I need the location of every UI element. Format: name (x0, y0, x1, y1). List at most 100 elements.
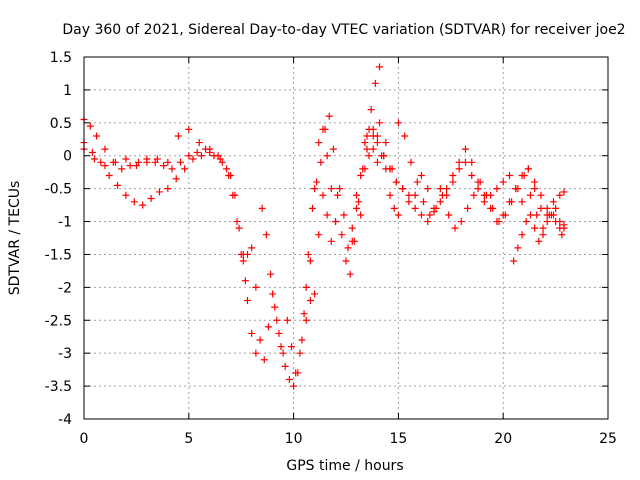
data-point (111, 158, 119, 166)
series-trace-c (80, 125, 235, 179)
data-point (241, 277, 249, 285)
plot-border (83, 56, 609, 420)
axis-ticks: 0 5 10 15 20 25 1.5 1 0.5 0 -0.5 -1 -1.5 -2 -2.5 -3 -3.5… (45, 50, 617, 447)
data-point (243, 297, 251, 305)
data-point (185, 152, 193, 160)
data-point (168, 165, 176, 173)
data-point (155, 188, 163, 196)
data-point (90, 155, 98, 163)
data-point (352, 204, 360, 212)
chart-title: Day 360 of 2021, Sidereal Day-to-day VTE… (62, 22, 625, 38)
data-point (436, 185, 444, 193)
y-tick-label: -2.5 (45, 313, 72, 329)
data-point (526, 191, 534, 199)
data-point (499, 178, 507, 186)
data-point (505, 171, 513, 179)
data-point (97, 158, 105, 166)
data-point (321, 125, 329, 133)
x-tick-label: 5 (184, 431, 193, 447)
data-point (317, 158, 325, 166)
data-point (556, 191, 564, 199)
data-point (176, 158, 184, 166)
data-point (405, 191, 413, 199)
data-point (143, 158, 151, 166)
data-point (535, 237, 543, 245)
data-point (306, 297, 314, 305)
data-point (139, 201, 147, 209)
data-point (334, 191, 342, 199)
data-point (443, 185, 451, 193)
data-point (543, 218, 551, 226)
data-point (464, 204, 472, 212)
data-point (195, 139, 203, 147)
data-point (537, 191, 545, 199)
data-point (417, 171, 425, 179)
data-point (376, 63, 384, 71)
data-point (382, 139, 390, 147)
data-point (524, 165, 532, 173)
data-point (229, 191, 237, 199)
data-point (290, 382, 298, 390)
data-point (122, 191, 130, 199)
data-point (367, 106, 375, 114)
data-point (271, 303, 279, 311)
y-tick-label: -4 (58, 412, 72, 428)
data-point (262, 231, 270, 239)
data-point (495, 218, 503, 226)
data-point (407, 158, 415, 166)
data-point (365, 125, 373, 133)
data-point (153, 155, 161, 163)
data-point (315, 231, 323, 239)
data-point (424, 218, 432, 226)
data-point (386, 191, 394, 199)
data-point (363, 145, 371, 153)
data-point (394, 119, 402, 127)
data-point (411, 191, 419, 199)
data-point (304, 250, 312, 258)
data-point (296, 349, 304, 357)
data-point (468, 171, 476, 179)
data-point (243, 250, 251, 258)
data-series (80, 63, 568, 390)
y-tick-label: 1 (63, 83, 72, 99)
data-point (531, 178, 539, 186)
data-point (279, 349, 287, 357)
data-point (88, 148, 96, 156)
data-point (520, 171, 528, 179)
data-point (388, 165, 396, 173)
y-axis-title: SDTVAR / TECUs (7, 181, 23, 296)
data-point (531, 224, 539, 232)
data-point (336, 185, 344, 193)
data-point (306, 257, 314, 265)
series-trace-j (510, 211, 568, 265)
data-point (357, 211, 365, 219)
data-point (361, 139, 369, 147)
data-point (327, 237, 335, 245)
data-point (164, 158, 172, 166)
data-point (223, 165, 231, 173)
data-point (474, 185, 482, 193)
data-point (332, 218, 340, 226)
data-point (522, 218, 530, 226)
data-point (461, 145, 469, 153)
data-point (164, 185, 172, 193)
data-point (436, 198, 444, 206)
data-point (413, 178, 421, 186)
data-point (302, 316, 310, 324)
data-point (256, 336, 264, 344)
data-point (558, 231, 566, 239)
data-point (114, 181, 122, 189)
data-point (252, 283, 260, 291)
data-point (455, 165, 463, 173)
data-point (518, 198, 526, 206)
data-point (352, 191, 360, 199)
data-point (401, 132, 409, 140)
data-point (518, 231, 526, 239)
data-point (233, 218, 241, 226)
y-tick-label: 1.5 (50, 50, 72, 66)
data-point (273, 316, 281, 324)
data-point (552, 204, 560, 212)
series-trace-e (258, 63, 384, 377)
